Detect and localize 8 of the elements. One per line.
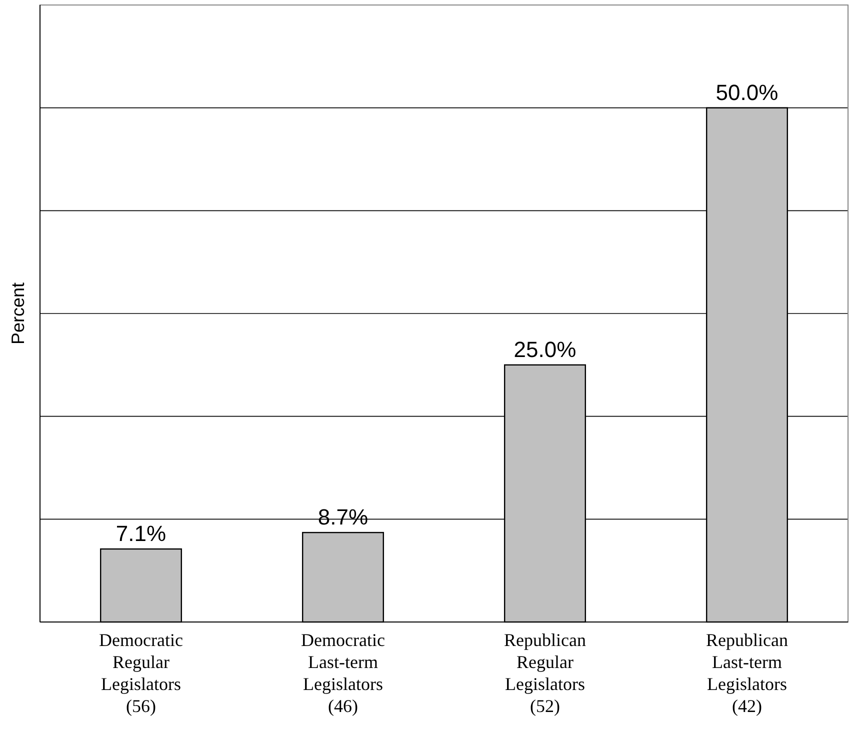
- x-tick-label: Republican Last-term Legislators (42): [706, 630, 788, 716]
- data-label: 50.0%: [716, 80, 778, 105]
- data-label: 7.1%: [116, 520, 166, 546]
- x-tick-label: Democratic Regular Legislators (56): [99, 630, 183, 716]
- data-label: 25.0%: [514, 336, 576, 362]
- y-axis-title: Percent: [8, 282, 28, 345]
- x-tick-label: Republican Regular Legislators (52): [504, 630, 586, 716]
- x-tick-label: Democratic Last-term Legislators (46): [301, 630, 385, 716]
